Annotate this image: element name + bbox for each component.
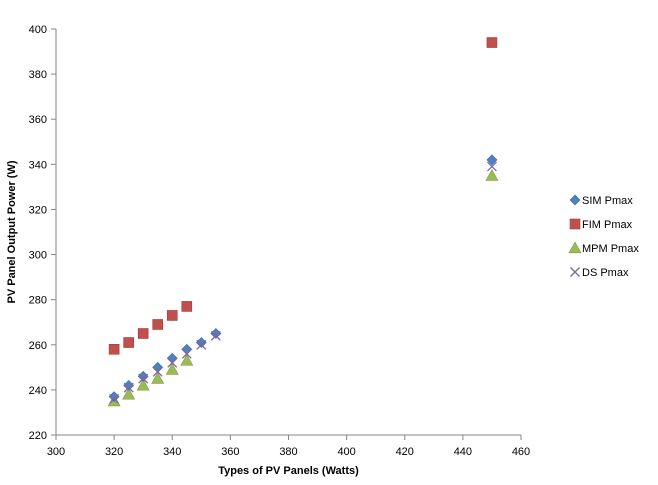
legend-marker (569, 218, 581, 230)
data-point (137, 328, 149, 339)
x-tick-label: 320 (105, 446, 123, 458)
legend-label: MPM Pmax (582, 243, 639, 255)
y-tick-label: 380 (29, 69, 47, 81)
x-tick-label: 420 (396, 446, 414, 458)
data-point (152, 366, 163, 377)
x-tick-label: 440 (454, 446, 472, 458)
x-tick-label: 300 (47, 446, 65, 458)
data-point (123, 379, 135, 391)
legend-item: FIM Pmax (569, 218, 633, 231)
legend-item: SIM Pmax (569, 194, 633, 207)
y-tick-label: 360 (29, 114, 47, 126)
y-tick-label: 240 (29, 385, 47, 397)
data-point (151, 371, 165, 384)
data-point (136, 378, 150, 391)
y-axis-title: PV Panel Output Power (W) (6, 160, 18, 303)
legend-label: FIM Pmax (582, 219, 633, 231)
x-axis-title: Types of PV Panels (Watts) (218, 465, 359, 477)
y-tick-label: 260 (29, 340, 47, 352)
series-ds-pmax (109, 161, 497, 404)
data-point (166, 310, 178, 321)
data-point (108, 391, 120, 403)
axis-ticks: 300 320 340 360 380 400 420 440 460 220 240 260 280 3… (29, 24, 531, 458)
legend-marker (570, 267, 580, 277)
legend-item: DS Pmax (570, 267, 629, 279)
legend-marker (568, 241, 582, 254)
data-point (180, 353, 194, 366)
y-tick-label: 300 (29, 250, 47, 262)
data-point (122, 387, 136, 400)
data-point (165, 362, 179, 375)
data-point (152, 319, 164, 330)
legend-label: DS Pmax (582, 267, 629, 279)
x-tick-label: 460 (512, 446, 530, 458)
axes (55, 29, 521, 436)
legend-label: SIM Pmax (582, 195, 633, 207)
data-point (196, 339, 207, 350)
data-points (107, 37, 499, 407)
y-tick-label: 400 (29, 24, 47, 36)
data-point (123, 337, 134, 348)
series-fim-pmax (108, 37, 498, 355)
data-point (486, 161, 497, 172)
data-point (181, 343, 193, 355)
y-tick-label: 320 (29, 204, 47, 216)
data-point (138, 373, 149, 384)
data-point (152, 361, 164, 373)
data-point (486, 154, 498, 166)
data-point (485, 168, 499, 181)
data-point (210, 328, 222, 339)
data-point (486, 37, 498, 48)
data-point (109, 393, 120, 404)
x-tick-label: 400 (337, 446, 355, 458)
data-point (181, 301, 193, 312)
legend-marker (569, 194, 581, 206)
data-point (181, 348, 192, 359)
x-tick-label: 380 (279, 446, 297, 458)
data-point (108, 343, 120, 355)
data-point (210, 330, 221, 341)
y-tick-label: 340 (29, 159, 47, 171)
series-sim-pmax (108, 154, 498, 403)
data-point (166, 352, 178, 364)
legend-item: MPM Pmax (568, 241, 639, 255)
data-point (137, 370, 149, 382)
data-point (123, 382, 134, 393)
series-mpm-pmax (107, 168, 499, 407)
data-point (167, 357, 178, 368)
x-tick-label: 340 (163, 446, 181, 458)
data-point (195, 337, 207, 348)
y-tick-label: 220 (29, 430, 47, 442)
x-tick-label: 360 (221, 446, 239, 458)
legend: SIM Pmax FIM Pmax MPM Pmax DS Pmax (568, 194, 639, 279)
y-tick-label: 280 (29, 295, 47, 307)
